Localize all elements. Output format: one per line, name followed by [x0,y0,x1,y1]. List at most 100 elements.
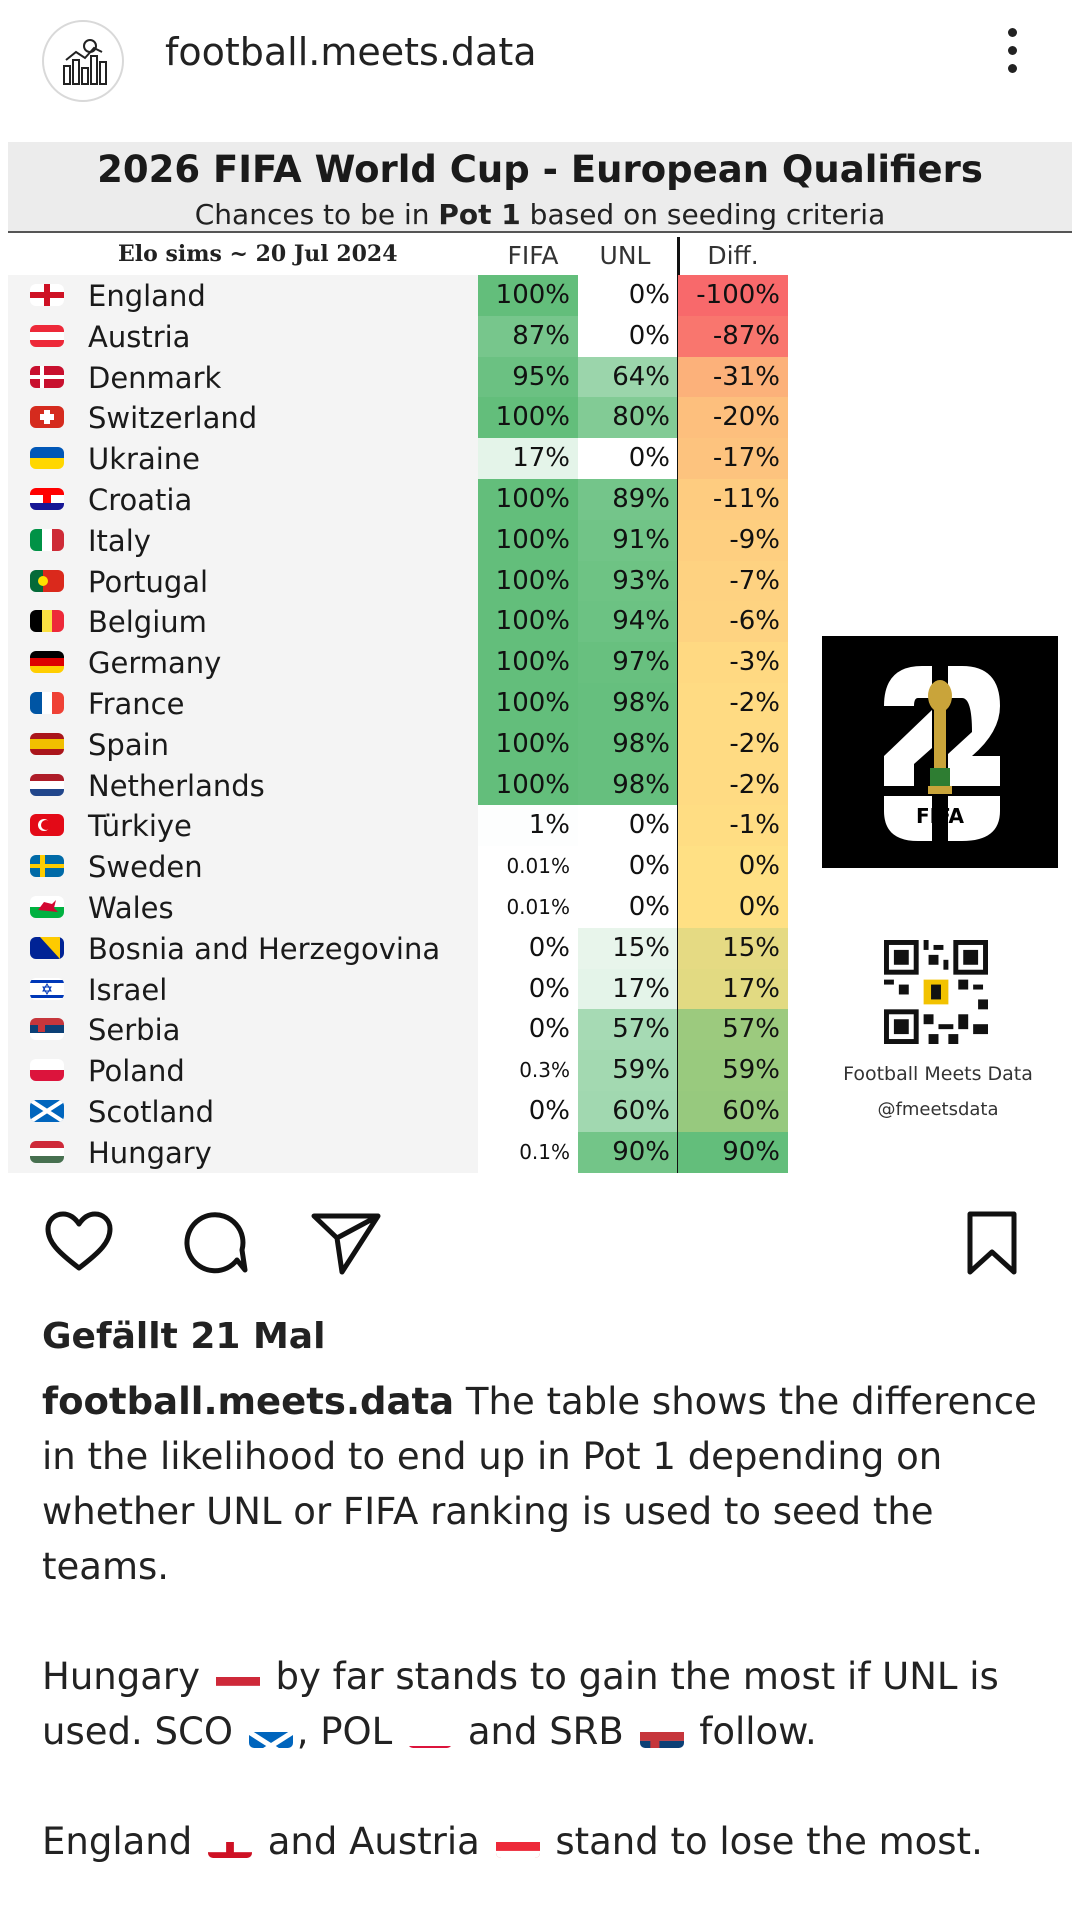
unl-chance: 98% [578,764,678,806]
table-row: Netherlands 100% 98% -2% [8,764,788,806]
denmark-flag-icon [30,365,64,388]
team-name: Sweden [88,850,203,885]
turkiye-flag-icon [30,814,64,837]
table-row: Bosnia and Herzegovina 0% 15% 15% [8,927,788,969]
table-row: Austria 87% 0% -87% [8,315,788,357]
table-row: England 100% 0% -100% [8,275,788,316]
team-name: Serbia [88,1013,181,1048]
switzerland-flag-icon [30,406,64,429]
col-header-diff: Diff. [707,241,759,270]
table-row: Wales 0.01% 0% 0% [8,886,788,928]
table-row: Sweden 0.01% 0% 0% [8,846,788,887]
like-count[interactable]: Gefällt 21 Mal [42,1316,326,1357]
diff-value: -2% [678,682,788,724]
fifa-chance: 100% [478,478,578,520]
table-row: Spain 100% 98% -2% [8,723,788,765]
fifa-chance: 95% [478,356,578,398]
unl-chance: 64% [578,356,678,398]
table-row: Ukraine 17% 0% -17% [8,438,788,479]
diff-value: -2% [678,723,788,765]
team-cell [8,723,478,765]
fifa-chance: 0% [478,968,578,1010]
austria-flag-icon [30,324,64,347]
austria-flag-emoji [495,1830,540,1858]
table-row: Switzerland 100% 80% -20% [8,397,788,439]
table-row: Serbia 0% 57% 57% [8,1009,788,1051]
world-cup-trophy-icon [884,666,1000,841]
ukraine-flag-icon [30,447,64,470]
unl-chance: 98% [578,682,678,724]
team-cell [8,356,478,398]
diff-divider [677,237,680,275]
like-heart-icon[interactable] [44,1210,114,1274]
comment-icon[interactable] [180,1210,250,1276]
table-row: Belgium 100% 94% -6% [8,601,788,643]
diff-value: 90% [678,1131,788,1173]
fifa-chance: 100% [478,723,578,765]
unl-chance: 0% [578,886,678,928]
team-name: Spain [88,727,170,762]
table-row: Italy 100% 91% -9% [8,519,788,561]
unl-chance: 80% [578,397,678,439]
scotland-flag-icon [30,1099,64,1122]
team-cell [8,1090,478,1132]
diff-value: 60% [678,1090,788,1132]
diff-value: -100% [678,275,788,316]
diff-value: -11% [678,478,788,520]
post-image: 2026 FIFA World Cup - European Qualifier… [0,138,1080,1178]
col-header-fifa: FIFA [507,241,559,270]
table-body: England 100% 0% -100% Austria 87% 0% -87% Denmar… [8,275,788,1173]
fifa-chance: 100% [478,275,578,316]
team-cell [8,968,478,1010]
pot1-table: Elo sims ~ 20 Jul 2024 FIFA UNL Diff. En… [8,237,788,1173]
table-row: Scotland 0% 60% 60% [8,1090,788,1132]
serbia-flag-icon [30,1018,64,1041]
table-row: Israel 0% 17% 17% [8,968,788,1010]
team-name: Ukraine [88,442,200,477]
unl-chance: 93% [578,560,678,602]
team-name: Poland [88,1054,185,1089]
fifa-chance: 87% [478,315,578,357]
elo-sims-label: Elo sims ~ 20 Jul 2024 [118,241,398,267]
fifa-chance: 100% [478,764,578,806]
team-cell [8,1131,478,1173]
germany-flag-icon [30,651,64,674]
unl-chance: 57% [578,1009,678,1051]
diff-value: -7% [678,560,788,602]
more-options-icon[interactable] [1000,28,1024,82]
fifa-chance: 100% [478,519,578,561]
fifa-chance: 100% [478,642,578,683]
team-cell [8,805,478,847]
team-name: Hungary [88,1135,212,1170]
table-row: Germany 100% 97% -3% [8,642,788,683]
diff-value: -3% [678,642,788,683]
unl-chance: 89% [578,478,678,520]
diff-value: 0% [678,886,788,928]
spain-flag-icon [30,732,64,755]
profile-avatar[interactable] [42,20,124,102]
caption-username[interactable]: football.meets.data [42,1380,455,1423]
team-cell [8,560,478,602]
team-cell [8,397,478,439]
england-flag-icon [30,284,64,306]
team-cell [8,601,478,643]
team-name: Israel [88,972,168,1007]
save-bookmark-icon[interactable] [964,1210,1020,1276]
team-cell [8,438,478,479]
diff-value: -6% [678,601,788,643]
table-title: 2026 FIFA World Cup - European Qualifier… [97,148,983,191]
team-name: Netherlands [88,768,265,803]
unl-chance: 94% [578,601,678,643]
brand-name: Football Meets Data [843,1063,1033,1085]
diff-value: -31% [678,356,788,398]
share-send-icon[interactable] [310,1210,382,1276]
fifa-chance: 100% [478,560,578,602]
italy-flag-icon [30,528,64,551]
fifa-logo-text: FIFA [916,804,964,828]
post-username[interactable]: football.meets.data [165,30,537,74]
fifa-chance: 17% [478,438,578,479]
team-cell [8,764,478,806]
fifa-chance: 100% [478,601,578,643]
england-flag-emoji [207,1830,252,1858]
unl-chance: 17% [578,968,678,1010]
